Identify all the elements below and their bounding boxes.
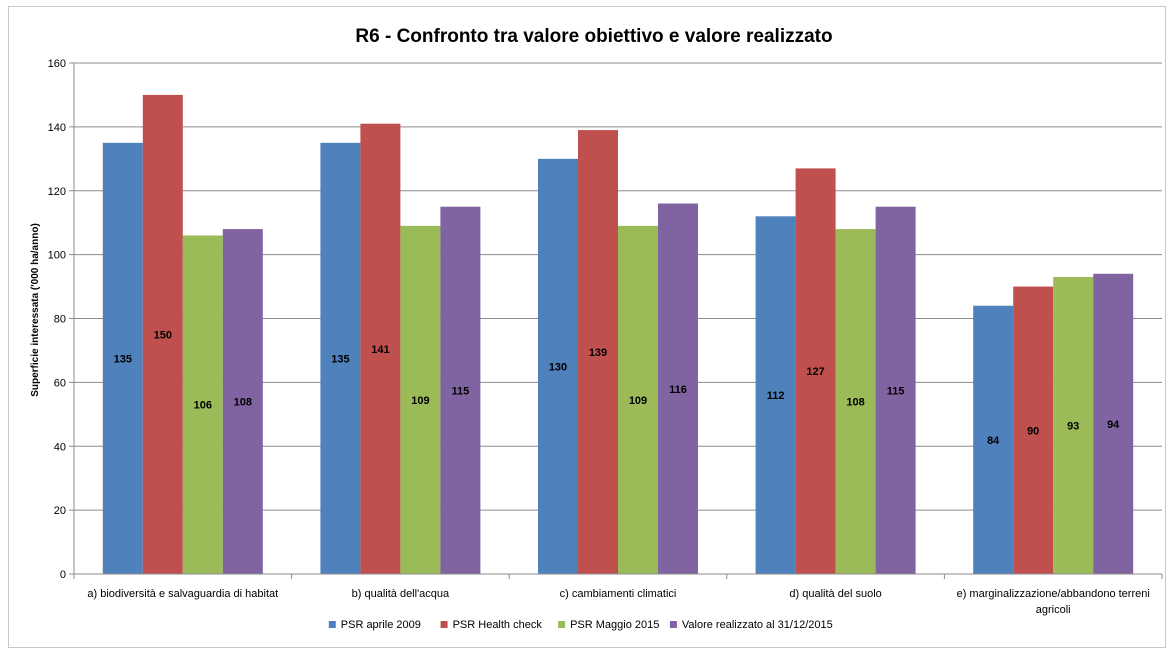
bar-value-label: 108	[234, 397, 252, 409]
y-tick-label: 160	[48, 58, 66, 70]
bar-value-label: 115	[452, 385, 470, 397]
bar	[400, 225, 441, 574]
legend-label: PSR Health check	[453, 619, 543, 631]
y-tick-label: 20	[54, 505, 66, 517]
bar-value-label: 141	[371, 344, 389, 356]
bar	[102, 142, 143, 574]
legend-label: Valore realizzato al 31/12/2015	[682, 619, 833, 631]
bar-value-label: 112	[767, 390, 785, 402]
bar	[360, 123, 401, 575]
y-tick-label: 100	[48, 250, 66, 262]
legend: PSR aprile 2009 PSR Health check PSR Maggi…	[328, 619, 833, 631]
bar	[1093, 273, 1134, 574]
bar-value-label: 106	[194, 400, 212, 412]
bar-value-label: 116	[669, 384, 687, 396]
y-axis-label: Superficie interessata ('000 ha/anno)	[30, 223, 41, 397]
category-label: b) qualità dell'acqua	[352, 588, 450, 600]
bar	[973, 305, 1014, 574]
bar	[142, 94, 183, 574]
bar	[795, 168, 836, 575]
category-label: agricoli	[1036, 604, 1071, 616]
bar-value-label: 93	[1067, 420, 1079, 432]
category-label: a) biodiversità e salvaguardia di habita…	[87, 588, 278, 600]
legend-swatch	[558, 621, 566, 628]
bar	[182, 235, 223, 574]
bar-value-label: 94	[1107, 419, 1120, 431]
bar	[320, 142, 361, 574]
bar-value-label: 130	[549, 361, 567, 373]
bar	[222, 229, 263, 574]
bar	[1013, 286, 1054, 574]
legend-swatch	[328, 621, 336, 628]
axes	[73, 63, 1163, 579]
bar	[658, 203, 698, 574]
legend-label: PSR aprile 2009	[341, 619, 421, 631]
y-tick-label: 120	[48, 186, 66, 198]
bar	[538, 158, 578, 574]
bar-value-label: 139	[589, 347, 607, 359]
legend-swatch	[669, 621, 677, 628]
category-label: d) qualità del suolo	[789, 588, 881, 600]
bar-value-label: 109	[411, 395, 429, 407]
bar	[875, 206, 916, 574]
bar-value-label: 135	[331, 353, 349, 365]
bar	[1053, 276, 1094, 574]
category-label: c) cambiamenti climatici	[560, 588, 677, 600]
bar-value-label: 115	[887, 385, 905, 397]
chart-title: R6 - Confronto tra valore obiettivo e va…	[355, 26, 832, 47]
bar-value-label: 127	[806, 366, 824, 378]
x-axis-category-labels: a) biodiversità e salvaguardia di habita…	[87, 588, 1149, 616]
bar-value-labels: 135 150 106 108 135 141 109 115 130 139 109 116 112 1…	[114, 329, 1121, 446]
bar-value-label: 135	[114, 353, 132, 365]
y-tick-label: 140	[48, 122, 66, 134]
y-tick-label: 60	[54, 377, 66, 389]
y-tick-label: 40	[54, 441, 66, 453]
bars	[102, 94, 1134, 575]
bar	[755, 216, 796, 575]
bar	[440, 206, 481, 574]
legend-swatch	[440, 621, 448, 628]
y-tick-label: 80	[54, 314, 66, 326]
legend-label: PSR Maggio 2015	[570, 619, 659, 631]
bar-value-label: 90	[1027, 425, 1039, 437]
bar	[835, 229, 876, 574]
bar	[618, 225, 658, 574]
category-label: e) marginalizzazione/abbandono terreni	[957, 588, 1150, 600]
bar	[578, 130, 618, 574]
bar-value-label: 150	[154, 329, 172, 341]
bar-chart: R6 - Confronto tra valore obiettivo e va…	[30, 26, 1163, 631]
y-axis-ticks: 0 20 40 60 80 100 120 140 160	[48, 58, 74, 581]
bar-value-label: 109	[629, 395, 647, 407]
bar-value-label: 84	[987, 435, 1000, 447]
chart-frame: R6 - Confronto tra valore obiettivo e va…	[8, 6, 1166, 648]
bar-value-label: 108	[846, 397, 864, 409]
y-tick-label: 0	[60, 569, 66, 581]
